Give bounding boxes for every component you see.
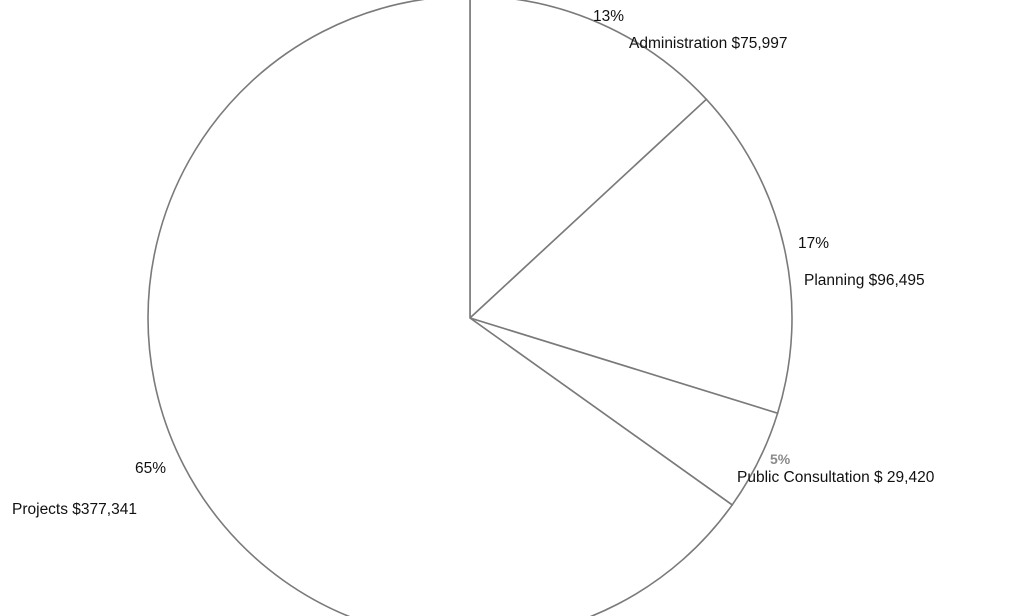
slice-label-administration: Administration $75,997: [629, 35, 788, 52]
pie-slice-projects: [147, 0, 734, 616]
slice-percent-public-consultation: 5%: [770, 451, 791, 467]
pie-slices: [147, 0, 793, 616]
pie-slice-planning: [468, 98, 793, 415]
slice-percent-planning: 17%: [798, 235, 829, 252]
slice-percent-administration: 13%: [593, 8, 624, 25]
slice-label-planning: Planning $96,495: [804, 272, 925, 289]
pie-slice-administration: [469, 0, 708, 320]
slice-label-projects: Projects $377,341: [12, 501, 137, 518]
slice-label-public-consultation: Public Consultation $ 29,420: [737, 469, 935, 486]
slice-percent-projects: 65%: [135, 460, 166, 477]
